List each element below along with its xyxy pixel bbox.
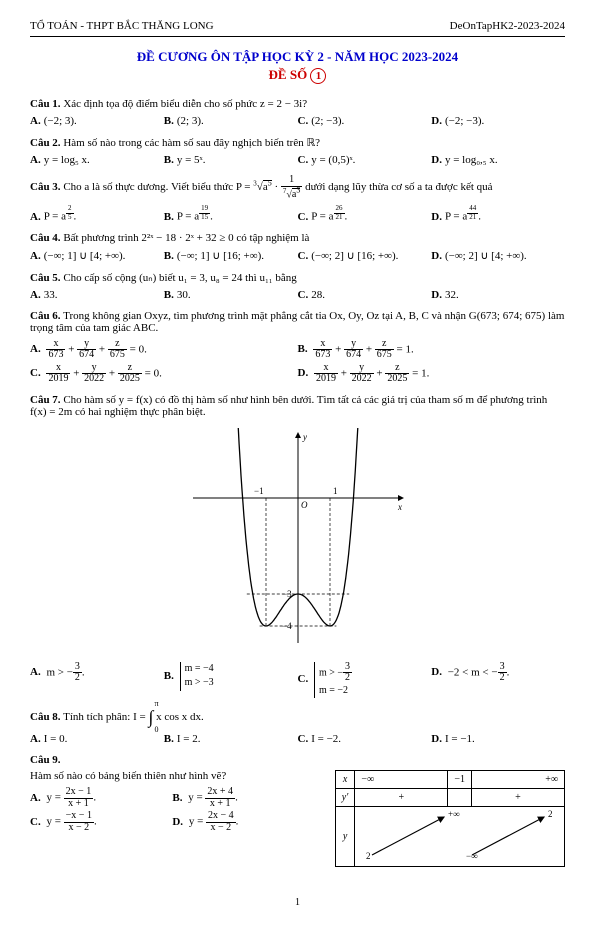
exam-number-circle: 1 [310, 68, 326, 84]
question-8: Câu 8. Tính tích phân: I = π ∫ 0 x cos x… [30, 707, 565, 746]
svg-text:y: y [302, 432, 307, 442]
svg-text:−4: −4 [282, 621, 292, 631]
variation-table: x−∞−1+∞ y′++ y +∞ 2 2 −∞ [335, 770, 565, 867]
svg-text:−1: −1 [254, 486, 264, 496]
question-5: Câu 5. Cho cấp số cộng (uₙ) biết u₁ = 3,… [30, 271, 565, 302]
svg-text:2: 2 [548, 809, 553, 819]
svg-text:−3: −3 [282, 589, 292, 599]
header-left: TỔ TOÁN - THPT BẮC THĂNG LONG [30, 20, 214, 32]
svg-text:+∞: +∞ [448, 809, 460, 819]
question-3: Câu 3. Cho a là số thực dương. Viết biểu… [30, 175, 565, 224]
svg-text:2: 2 [366, 851, 371, 861]
question-9: Câu 9. Hàm số nào có bảng biến thiên như… [30, 754, 565, 867]
page-number: 1 [30, 897, 565, 908]
header-rule [30, 36, 565, 37]
svg-text:−∞: −∞ [466, 851, 478, 861]
svg-text:1: 1 [333, 486, 338, 496]
question-1: Câu 1. Xác định tọa độ điểm biểu diễn ch… [30, 98, 565, 128]
svg-text:x: x [397, 502, 402, 512]
variation-arrows: +∞ 2 2 −∞ [360, 807, 560, 863]
question-7: Câu 7. Cho hàm số y = f(x) có đồ thị hàm… [30, 394, 565, 700]
question-2: Câu 2. Hàm số nào trong các hàm số sau đ… [30, 136, 565, 167]
doc-subtitle: ĐỀ SỐ 1 [30, 67, 565, 84]
graph-q7: −1 1 Ox y −3 −4 [188, 428, 408, 648]
header-right: DeOnTapHK2-2023-2024 [450, 20, 565, 32]
q9-text: Hàm số nào có bảng biến thiên như hình v… [30, 770, 315, 782]
question-6: Câu 6. Trong không gian Oxyz, tìm phương… [30, 310, 565, 386]
svg-text:O: O [301, 500, 308, 510]
question-4: Câu 4. Bất phương trình 2²ˣ − 18 · 2ˣ + … [30, 232, 565, 263]
doc-title: ĐỀ CƯƠNG ÔN TẬP HỌC KỲ 2 - NĂM HỌC 2023-… [30, 49, 565, 65]
